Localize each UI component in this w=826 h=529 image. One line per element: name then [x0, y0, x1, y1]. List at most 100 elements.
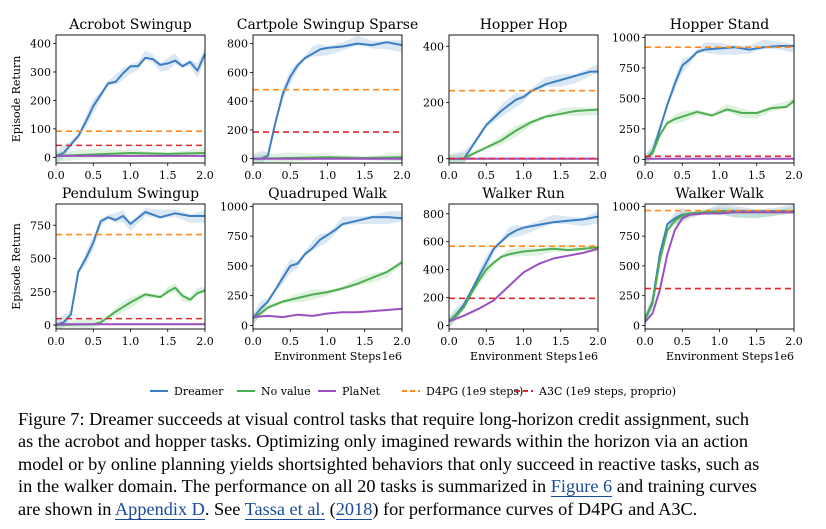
panel-title: Quadruped Walk	[268, 186, 387, 202]
plot-area	[449, 63, 598, 163]
x-tick-label: 1.5	[748, 169, 766, 182]
y-tick-label: 400	[423, 264, 444, 277]
panel-walker-walk: 0.0 0.5 1.0 1.5 2.0 0 250 500 750 1000 Walker Walk…	[612, 186, 803, 363]
series-line-dreamer	[449, 70, 598, 160]
y-tick-label: 750	[619, 230, 640, 243]
series-line-planet	[449, 247, 598, 323]
caption-text: and training curves	[612, 476, 757, 497]
axes-frame	[55, 34, 206, 164]
x-tick-label: 1.5	[356, 335, 374, 348]
y-tick-label: 100	[30, 123, 51, 136]
series-line-no-value	[253, 261, 402, 320]
legend-label-no-value: No value	[261, 385, 311, 398]
x-tick-label: 2.0	[393, 335, 411, 348]
figure-chart-grid: 0.0 0.5 1.0 1.5 2.0 0 100 200 300 400 Acrobot Swin…	[10, 17, 803, 398]
legend-label-d4pg-1e9-steps: D4PG (1e9 steps)	[426, 385, 523, 398]
x-tick-label: 0.0	[47, 335, 65, 348]
panel-cartpole-swingup-sparse: 0.0 0.5 1.0 1.5 2.0 0 200 400 600 800 Cartpole Swi…	[227, 17, 418, 182]
y-tick-label: 1000	[220, 200, 248, 213]
x-tick-label: 0.5	[85, 169, 103, 182]
y-tick-label: 600	[423, 236, 444, 249]
x-tick-label: 2.0	[589, 335, 607, 348]
y-tick-label: 800	[423, 208, 444, 221]
x-axis-label: Environment Steps	[666, 350, 773, 363]
y-tick-label: 1000	[612, 31, 640, 44]
plot-area	[253, 211, 402, 326]
panel-acrobot-swingup: 0.0 0.5 1.0 1.5 2.0 0 100 200 300 400 Acrobot Swin…	[10, 17, 214, 182]
panel-hopper-stand: 0.0 0.5 1.0 1.5 2.0 0 250 500 750 1000 Hopper Stan…	[612, 17, 803, 182]
y-tick-label: 600	[227, 66, 248, 79]
x-tick-label: 0.5	[478, 169, 496, 182]
y-tick-label: 250	[619, 290, 640, 303]
plot-area	[56, 47, 205, 163]
legend: Dreamer No value PlaNet D4PG (1e9 steps) A3C…	[150, 385, 676, 398]
x-tick-label: 0.5	[85, 335, 103, 348]
x-tick-label: 0.5	[674, 169, 692, 182]
y-tick-label: 300	[30, 66, 51, 79]
panel-title: Pendulum Swingup	[62, 186, 199, 202]
panel-title: Cartpole Swingup Sparse	[237, 17, 419, 33]
x-tick-label: 1.5	[356, 169, 374, 182]
x-tick-label: 2.0	[785, 335, 803, 348]
y-tick-label: 1000	[612, 200, 640, 213]
y-tick-label: 0	[437, 320, 444, 333]
caption-text: (	[325, 498, 336, 519]
figure-6-link[interactable]: Figure 6	[550, 476, 613, 498]
x-tick-label: 0.0	[244, 335, 262, 348]
caption-text: ) for performance curves of D4PG and A3C…	[372, 498, 698, 519]
panel-walker-run: 0.0 0.5 1.0 1.5 2.0 0 200 400 600 800 Walker Run En…	[423, 186, 607, 363]
series-line-no-value	[645, 100, 794, 161]
x-tick-label: 1.0	[711, 169, 729, 182]
band-dreamer	[253, 211, 402, 326]
y-tick-label: 250	[30, 286, 51, 299]
plot-area	[449, 211, 598, 329]
x-tick-label: 0.0	[244, 169, 262, 182]
y-tick-label: 750	[30, 219, 51, 232]
y-tick-label: 0	[437, 153, 444, 166]
y-tick-label: 800	[227, 38, 248, 51]
x-tick-label: 1.5	[552, 335, 570, 348]
x-axis-multiplier: 1e6	[381, 350, 402, 363]
tassa-citation-link[interactable]: Tassa et al.	[244, 498, 326, 520]
x-tick-label: 0.0	[47, 169, 65, 182]
band-dreamer	[645, 39, 794, 163]
y-tick-label: 0	[241, 319, 248, 332]
appendix-d-link[interactable]: Appendix D	[114, 498, 205, 520]
x-tick-label: 1.0	[515, 169, 533, 182]
y-tick-label: 500	[619, 260, 640, 273]
series-line-no-value	[56, 286, 205, 326]
x-tick-label: 1.0	[711, 335, 729, 348]
panel-title: Walker Walk	[675, 186, 764, 202]
tassa-year-link[interactable]: 2018	[335, 498, 373, 520]
legend-label-planet: PlaNet	[342, 385, 381, 398]
x-tick-label: 1.0	[319, 169, 337, 182]
x-tick-label: 1.0	[122, 335, 140, 348]
band-no-value	[449, 106, 598, 163]
panel-pendulum-swingup: 0.0 0.5 1.0 1.5 2.0 0 250 500 750 Pendulum Swingu…	[10, 186, 214, 348]
caption-line-4: in the walker domain. The performance on…	[18, 475, 814, 498]
legend-label-a3c-1e9-steps-proprio: A3C (1e9 steps, proprio)	[538, 385, 676, 398]
series-line-no-value	[449, 246, 598, 323]
y-tick-label: 200	[423, 292, 444, 305]
caption-line-2: as the acrobot and hopper tasks. Optimiz…	[18, 431, 749, 452]
y-tick-label: 500	[619, 92, 640, 105]
y-tick-label: 0	[633, 319, 640, 332]
series-line-dreamer	[645, 45, 794, 161]
panel-hopper-hop: 0.0 0.5 1.0 1.5 2.0 0 200 400 Hopper Hop	[423, 17, 607, 182]
x-tick-label: 0.5	[282, 335, 300, 348]
panel-title: Walker Run	[482, 186, 564, 202]
y-tick-label: 0	[44, 319, 51, 332]
y-tick-label: 400	[423, 40, 444, 53]
series-line-no-value	[449, 108, 598, 160]
y-tick-label: 500	[227, 260, 248, 273]
panel-title: Acrobot Swingup	[68, 17, 192, 33]
x-tick-label: 0.0	[636, 169, 654, 182]
x-tick-label: 0.5	[282, 169, 300, 182]
plot-area	[645, 204, 794, 327]
legend-label-dreamer: Dreamer	[174, 385, 224, 398]
plot-area	[645, 39, 794, 163]
y-tick-label: 500	[30, 253, 51, 266]
x-tick-label: 0.5	[478, 335, 496, 348]
band-dreamer	[56, 207, 205, 329]
series-line-dreamer	[449, 215, 598, 323]
